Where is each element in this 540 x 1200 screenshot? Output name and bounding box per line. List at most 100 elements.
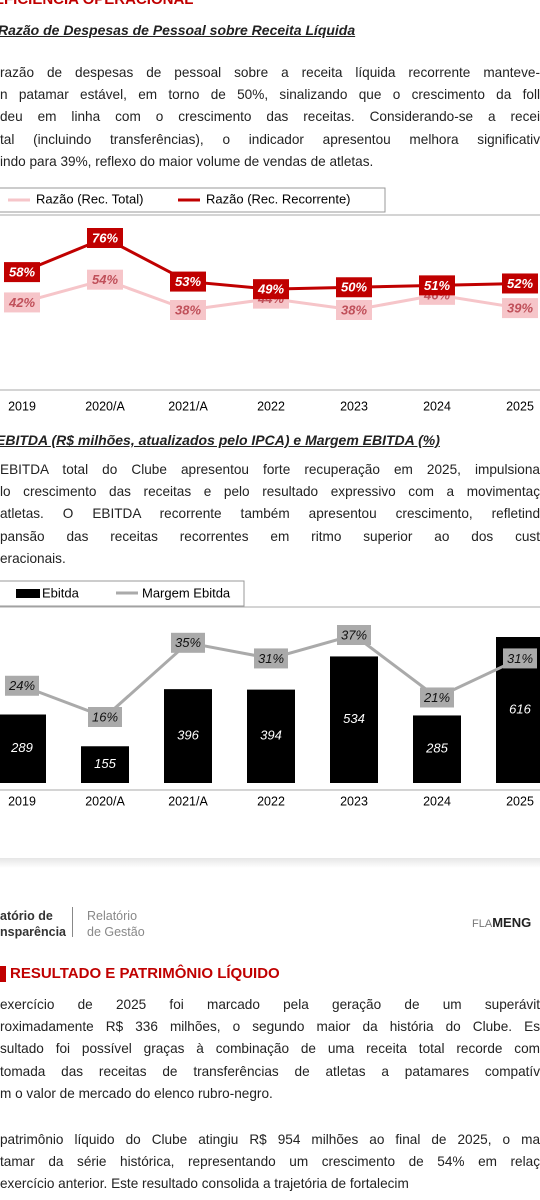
data-label: 51%: [424, 278, 450, 293]
x-tick-label: 2021/A: [168, 399, 208, 413]
separator: [0, 858, 540, 868]
data-label: 58%: [9, 265, 35, 280]
bar: [330, 656, 378, 783]
footer-text: de Gestão: [87, 925, 145, 939]
data-label: 285: [425, 741, 448, 756]
data-label: 37%: [341, 627, 367, 642]
x-tick-label: 2022: [257, 794, 285, 808]
text-line: deu em linha com o crescimento das recei…: [0, 109, 540, 125]
chart: Razão (Rec. Total) Razão (Rec. Recorrente…: [0, 187, 540, 413]
text-line: razão de despesas de pessoal sobre a rec…: [0, 65, 540, 80]
data-label: 52%: [507, 276, 533, 291]
footer-text: nsparência: [0, 925, 67, 939]
text-line: pansão das receitas recorrentes em ritmo…: [0, 528, 540, 544]
data-label: 31%: [507, 651, 533, 666]
data-label: 39%: [507, 301, 533, 316]
x-tick-label: 2019: [8, 794, 36, 808]
data-label-box: [88, 707, 122, 727]
data-label: 38%: [341, 302, 367, 317]
text-line: patrimônio líquido do Clube atingiu R$ 9…: [0, 1132, 540, 1147]
x-tick-label: 2024: [423, 399, 451, 413]
text-line: sultado foi possível graças à combinação…: [0, 1041, 540, 1057]
data-label-box: [419, 275, 455, 296]
data-label: 394: [260, 728, 282, 743]
x-tick-label: 2023: [340, 794, 368, 808]
bar: [164, 689, 212, 783]
bar: [0, 714, 46, 783]
data-label-box: [87, 228, 123, 248]
x-tick-label: 2025: [506, 399, 534, 413]
legend-label: Razão (Rec. Total): [36, 191, 143, 206]
data-label-box: [253, 279, 289, 300]
x-tick-label: 2020/A: [85, 399, 125, 413]
data-label: 54%: [92, 272, 118, 287]
heading: EBITDA (R$ milhões, atualizados pelo IPC…: [0, 432, 440, 448]
footer-right: Relatório de Gestão: [87, 908, 145, 940]
text-line: m o valor de mercado do elenco rubro-neg…: [0, 1085, 273, 1101]
marker: [0, 966, 6, 982]
footer-left: atório de nsparência: [0, 908, 66, 940]
legend-label: Ebitda: [42, 585, 80, 600]
logo: FLAMENG: [472, 915, 531, 930]
data-label: 21%: [423, 690, 450, 705]
x-tick-label: 2025: [506, 794, 534, 808]
data-label: 53%: [175, 274, 201, 289]
text-line: eracionais.: [0, 550, 66, 566]
bar: [247, 689, 295, 783]
text-line: roximadamente R$ 336 milhões, o segundo …: [0, 1019, 540, 1035]
data-label-box: [337, 625, 371, 645]
heading: Razão de Despesas de Pessoal sobre Recei…: [0, 22, 356, 38]
footer-text: Relatório: [87, 909, 138, 923]
text-line: exercício anterior. Este resultado conso…: [0, 1176, 409, 1192]
data-label-box: [503, 648, 537, 669]
data-label-box: [87, 269, 123, 290]
heading: RESULTADO E PATRIMÔNIO LÍQUIDO: [10, 965, 280, 982]
x-tick-label: 2022: [257, 399, 285, 413]
plot-frame: [0, 214, 540, 391]
legend-label: Margem Ebitda: [142, 585, 231, 600]
data-label-box: [502, 298, 538, 319]
text-line: atletas. O EBITDA recorrente também apre…: [0, 506, 540, 522]
data-label: 289: [10, 740, 33, 755]
text-line: exercício de 2025 foi marcado pela geraç…: [0, 997, 540, 1012]
data-label-box: [4, 262, 40, 283]
logo-text: FLA: [472, 918, 493, 930]
data-label-box: [4, 292, 40, 313]
data-label: 49%: [257, 282, 284, 297]
data-label: 38%: [175, 302, 201, 317]
x-tick-label: 2020/A: [85, 794, 125, 808]
data-label-box: [420, 687, 454, 708]
x-tick-label: 2021/A: [168, 794, 208, 808]
text-line: EBITDA total do Clube apresentou forte r…: [0, 462, 540, 477]
divider: [72, 907, 73, 937]
data-label-box: [502, 273, 538, 294]
data-label-box: [336, 300, 372, 320]
footer-text: atório de: [0, 909, 53, 923]
text-line: indo para 39%, reflexo do maior volume d…: [0, 153, 374, 169]
data-label-box: [171, 632, 205, 653]
bar: [413, 715, 461, 783]
text-line: tamar da série histórica, representando …: [0, 1154, 540, 1170]
data-label: 534: [343, 711, 365, 726]
x-tick-label: 2023: [340, 399, 368, 413]
data-label: 24%: [8, 678, 35, 693]
data-label: 35%: [175, 635, 201, 650]
logo-text: MENG: [492, 915, 532, 930]
legend-swatch: [16, 589, 40, 598]
data-label-box: [254, 648, 288, 669]
bar: [81, 746, 129, 783]
chart: Ebitda Margem Ebitda 289 155 396 394 534 285 616…: [0, 580, 540, 808]
data-label-box: [170, 300, 206, 320]
plot-frame: [0, 606, 540, 791]
data-label: 155: [94, 756, 116, 771]
data-label-box: [5, 675, 39, 696]
x-tick-label: 2024: [423, 794, 451, 808]
data-label: 396: [177, 728, 199, 743]
text-line: n patamar estável, em torno de 50%, sina…: [0, 87, 540, 103]
x-tick-label: 2019: [8, 399, 36, 413]
text-line: tal (incluindo transferências), o indica…: [0, 131, 540, 147]
data-label: 31%: [258, 651, 284, 666]
data-label-box: [336, 277, 372, 298]
text-line: tomada das receitas de transferências de…: [0, 1063, 540, 1079]
data-label: 76%: [92, 230, 118, 245]
